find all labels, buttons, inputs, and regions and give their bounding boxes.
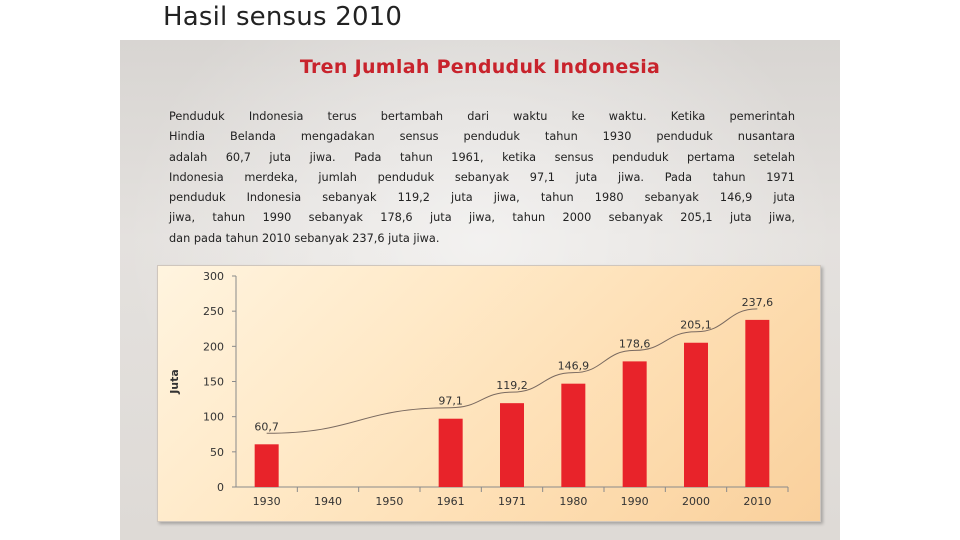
y-tick-label: 300 xyxy=(203,270,224,283)
x-tick-label: 2000 xyxy=(682,495,710,508)
paragraph-line: Indonesia merdeka, jumlah penduduk seban… xyxy=(169,170,795,184)
bar-value-label: 60,7 xyxy=(254,420,279,433)
y-tick-label: 0 xyxy=(217,481,224,494)
y-tick-label: 200 xyxy=(203,340,224,353)
y-tick-label: 100 xyxy=(203,411,224,424)
bar xyxy=(684,342,708,487)
paragraph-line: jiwa, tahun 1990 sebanyak 178,6 juta jiw… xyxy=(169,211,795,225)
bar xyxy=(622,361,647,487)
x-tick-label: 1980 xyxy=(559,495,587,508)
infographic-title: Tren Jumlah Penduduk Indonesia xyxy=(299,56,661,78)
paragraph-line: dan pada tahun 2010 sebanyak 237,6 juta … xyxy=(169,231,440,245)
paragraph-line: Penduduk Indonesia terus bertambah dari … xyxy=(169,110,795,123)
y-tick-label: 150 xyxy=(203,376,224,389)
chart-frame: 0 50 100 150 200 250 300 Juta 1930 1940 1950 1961 19… xyxy=(157,265,821,522)
population-bar-chart: 0 50 100 150 200 250 300 Juta 1930 1940 1950 1961 19… xyxy=(168,270,789,508)
paragraph-line: Hindia Belanda mengadakan sensus pendudu… xyxy=(169,130,795,144)
x-tick-label: 2010 xyxy=(743,495,771,508)
bar xyxy=(254,444,279,487)
slide-title: Hasil sensus 2010 xyxy=(163,2,403,32)
bar-value-label: 205,1 xyxy=(680,319,712,332)
bar xyxy=(745,319,770,487)
x-tick-label: 1940 xyxy=(314,495,342,508)
y-tick-label: 250 xyxy=(203,305,224,318)
bar xyxy=(561,383,586,487)
bar xyxy=(500,403,524,487)
bar xyxy=(438,418,463,487)
bar-value-label: 119,2 xyxy=(496,379,528,392)
paragraph-line: adalah 60,7 juta jiwa. Pada tahun 1961, … xyxy=(169,150,795,164)
x-tick-label: 1950 xyxy=(375,495,403,508)
infographic-panel: Tren Jumlah Penduduk Indonesia Penduduk … xyxy=(120,40,840,540)
trend-line xyxy=(266,308,758,434)
y-tick-label: 50 xyxy=(210,446,224,459)
y-axis-label: Juta xyxy=(168,369,181,395)
x-tick-label: 1971 xyxy=(498,495,526,508)
x-tick-label: 1930 xyxy=(253,495,281,508)
x-tick-label: 1961 xyxy=(437,495,465,508)
bar-value-label: 97,1 xyxy=(438,395,463,408)
x-tick-label: 1990 xyxy=(621,495,649,508)
bar-value-label: 146,9 xyxy=(558,360,590,373)
description-paragraph: Penduduk Indonesia terus bertambah dari … xyxy=(169,107,795,249)
paragraph-line: penduduk Indonesia sebanyak 119,2 juta j… xyxy=(169,191,795,205)
bar-value-label: 237,6 xyxy=(742,296,774,309)
bar-value-label: 178,6 xyxy=(619,337,651,350)
